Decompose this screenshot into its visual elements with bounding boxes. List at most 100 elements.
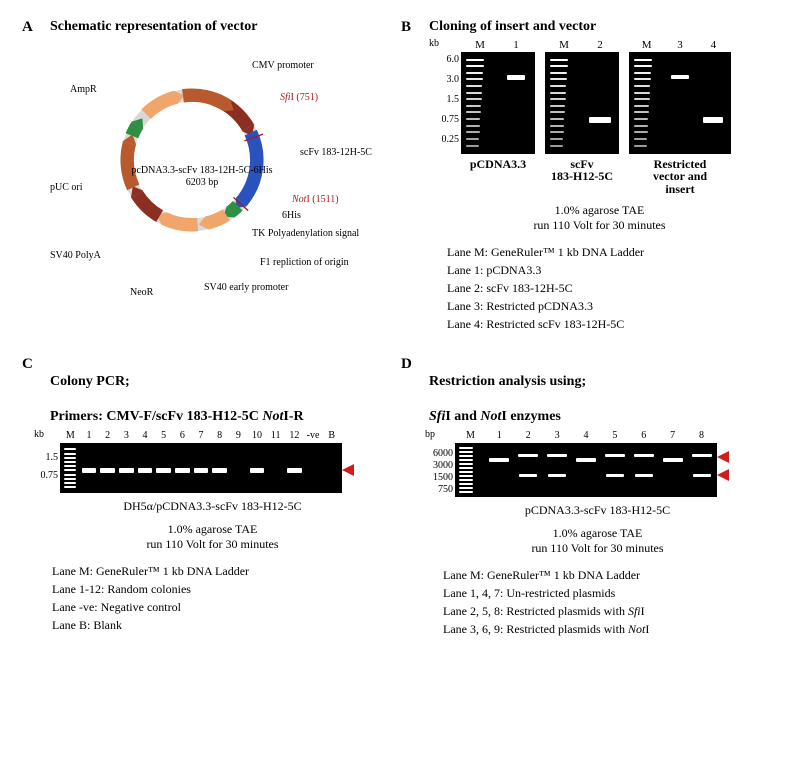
gel-lane-header: 2 [99,430,117,443]
plasmid-size: 6203 bp [131,177,272,189]
gel-image: M12345678600030001500750 [455,443,717,497]
plasmid-center-label: pcDNA3.3-scFv 183-12H-5C-6His 6203 bp [131,165,272,189]
ladder-size-label: 3000 [433,460,456,473]
ladder-band [64,469,76,471]
ladder-band [64,486,76,488]
ladder-band [64,474,76,476]
ladder-band [634,145,647,147]
ladder-band [466,131,480,133]
ladder-band [550,105,565,107]
gel-lane-header: M [638,39,656,53]
ladder-band [466,92,482,94]
ladder-band [64,453,76,455]
panel-c-letter: C [22,355,33,374]
ladder-band [634,131,648,133]
ladder-band [459,479,473,481]
plasmid-feature-label: scFv 183-12H-5C [300,147,372,160]
kb-unit-c: kb [34,429,47,442]
gel-image: M2 [545,52,619,154]
ladder-band [550,78,567,80]
ladder-band [550,98,566,100]
gel-lane-header: 8 [211,430,229,443]
lane-key-line: Lane 2: scFv 183-12H-5C [447,279,770,297]
dna-band [194,468,209,473]
ladder-band [550,118,564,120]
ladder-band [550,138,563,140]
plasmid-feature-label: NotI (1511) [292,194,339,207]
ladder-band [550,59,568,61]
ladder-band [466,59,484,61]
panel-b-title: Cloning of insert and vector [429,18,770,36]
gel-lane-header: M [471,39,489,53]
ladder-band [634,118,648,120]
gel-lane-header: 1 [80,430,98,443]
dna-band [212,468,227,473]
dna-band [663,458,683,462]
gel-lane-header: 6 [635,430,653,443]
dna-band [671,75,689,79]
gel-lane-header: 3 [117,430,135,443]
panel-d-sfi: Sfi [429,409,445,424]
panel-c-title-l1: Colony PCR; [50,374,130,389]
gel-wrap: M34Restricted vector and insert [629,52,731,196]
panel-b-letter: B [401,18,411,37]
ladder-size-label: 1.5 [46,452,62,465]
ladder-band [466,111,481,113]
panel-a-letter: A [22,18,33,37]
panel-c-title-noti: Not [262,409,283,424]
ladder-size-label: 6.0 [447,54,463,67]
ladder-size-label: 1500 [433,472,456,485]
ladder-band [634,78,651,80]
panel-c-conditions: 1.0% agarose TAE run 110 Volt for 30 min… [34,522,391,552]
panel-b: B Cloning of insert and vector kb M16.03… [401,18,770,333]
panel-d-title: Restriction analysis using; SfiI and Not… [429,355,770,425]
dna-band [576,458,596,462]
plasmid-feature-label: TK Polyadenylation signal [252,228,359,241]
gel-lane-header: 2 [519,430,537,443]
gel-lane-header: 12 [285,430,303,443]
plasmid-feature-arc [208,214,227,222]
dna-band [82,468,97,473]
plasmid-feature-arc [165,218,198,224]
ladder-band [64,448,76,450]
panel-d-sfi-i: I and [445,409,480,424]
ladder-band [466,98,482,100]
lane-key-line: Lane -ve: Negative control [52,598,391,616]
ladder-band [634,111,649,113]
kb-unit: kb [429,38,442,51]
band-arrow-icon [717,451,729,463]
ladder-band [459,467,473,469]
panel-c-gel: M123456789101112-veB1.50.75 [60,443,391,493]
ladder-band [550,111,565,113]
dna-band [119,468,134,473]
panel-d-sublabel: pCDNA3.3-scFv 183-H12-5C [425,503,770,518]
ladder-band [550,72,567,74]
ladder-band [550,131,564,133]
ladder-band [466,118,480,120]
ladder-band [550,65,568,67]
gel-lane-header: 6 [173,430,191,443]
plasmid-feature-label: CMV promoter [252,60,314,73]
gel-lane-header: M [461,430,479,443]
ladder-band [466,85,482,87]
ladder-size-label: 0.75 [41,470,62,483]
ladder-band [64,457,76,459]
panel-a-title: Schematic representation of vector [50,18,391,36]
ladder-band [634,59,652,61]
plasmid-feature-label: NeoR [130,287,153,300]
dna-band [693,474,711,477]
lane-key-line: Lane 2, 5, 8: Restricted plasmids with S… [443,602,770,620]
plasmid-name: pcDNA3.3-scFv 183-12H-5C-6His [131,165,272,177]
ladder-size-label: 6000 [433,448,456,461]
dna-band [287,468,302,473]
gel-caption: Restricted vector and insert [629,158,731,196]
lane-key-line: Lane 1-12: Random colonies [52,580,391,598]
dna-band [692,454,712,457]
gel-image: M123456789101112-veB1.50.75 [60,443,342,493]
lane-key-line: Lane 3, 6, 9: Restricted plasmids with N… [443,620,770,638]
ladder-band [634,105,649,107]
plasmid-feature-arc [146,97,175,114]
plasmid-feature-label: F1 repliction of origin [260,257,349,270]
lane-key-line: Lane B: Blank [52,616,391,634]
panel-c-title: Colony PCR; Primers: CMV-F/scFv 183-H12-… [50,355,391,425]
